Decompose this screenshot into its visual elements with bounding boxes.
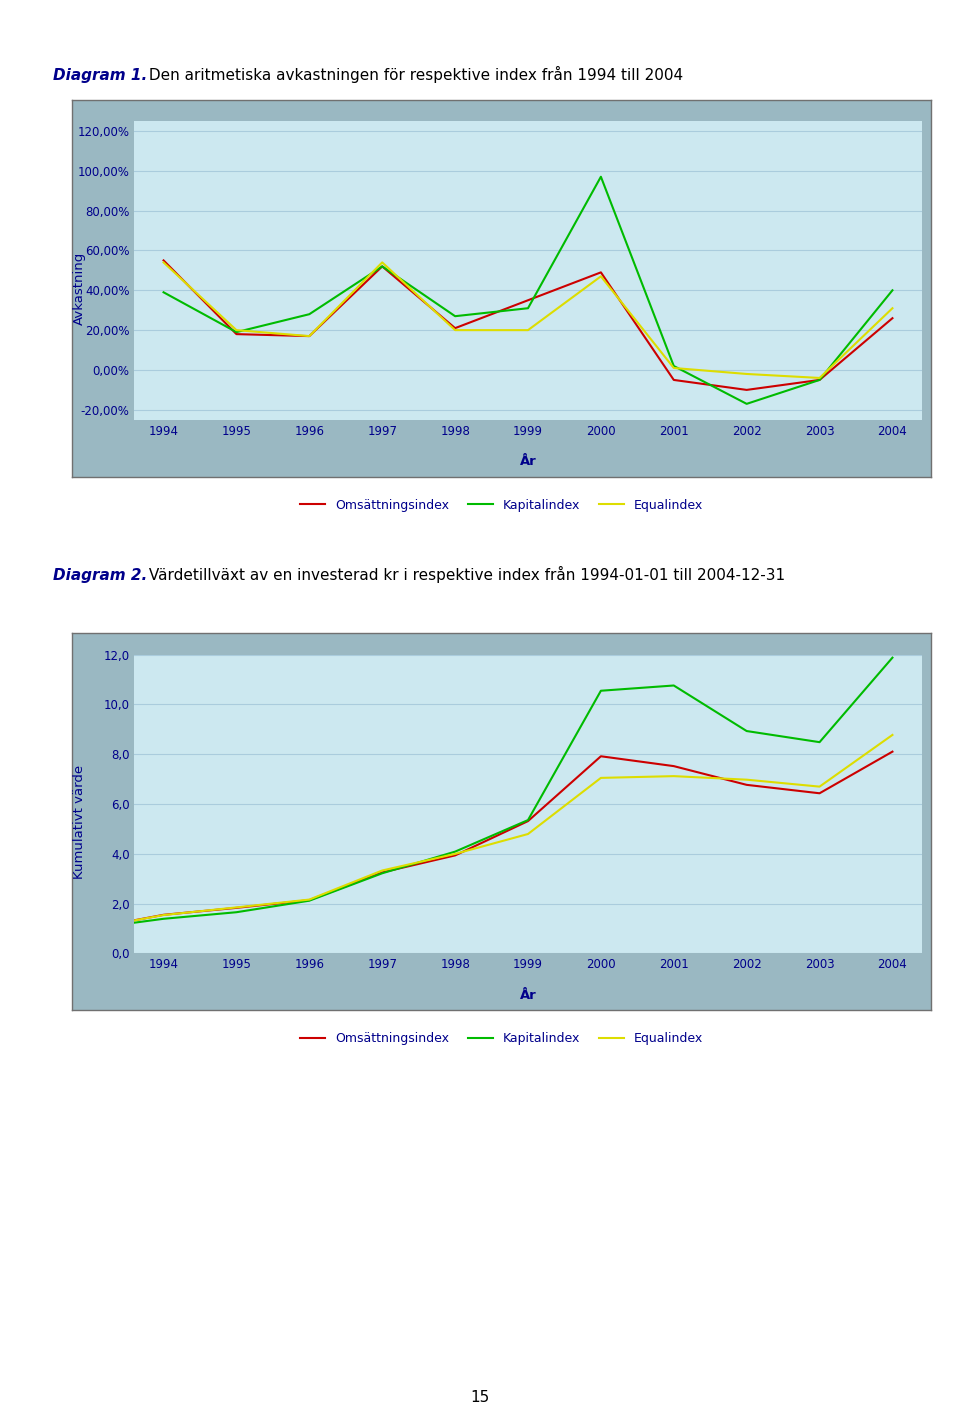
Text: Diagram 1.: Diagram 1. (53, 67, 147, 83)
Text: Diagram 2.: Diagram 2. (53, 568, 147, 583)
Text: Avkastning: Avkastning (73, 252, 86, 324)
Text: 15: 15 (470, 1390, 490, 1405)
Text: År: År (519, 989, 537, 1002)
Text: Kumulativt värde: Kumulativt värde (73, 764, 86, 879)
Text: År: År (519, 455, 537, 468)
Text: Den aritmetiska avkastningen för respektive index från 1994 till 2004: Den aritmetiska avkastningen för respekt… (144, 65, 684, 83)
Legend: Omsättningsindex, Kapitalindex, Equalindex: Omsättningsindex, Kapitalindex, Equalind… (295, 1027, 708, 1050)
Legend: Omsättningsindex, Kapitalindex, Equalindex: Omsättningsindex, Kapitalindex, Equalind… (295, 494, 708, 517)
Text: Värdetillväxt av en investerad kr i respektive index från 1994-01-01 till 2004-1: Värdetillväxt av en investerad kr i resp… (144, 566, 785, 583)
